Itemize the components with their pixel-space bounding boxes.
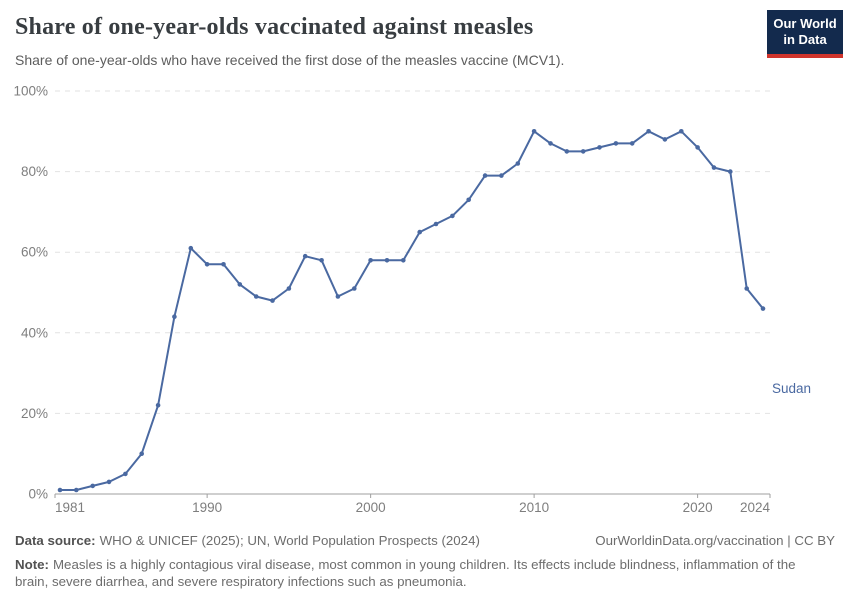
note-value: Measles is a highly contagious viral dis… [15,557,796,589]
x-tick-label: 2020 [683,500,713,515]
data-point [744,286,749,291]
data-point [368,258,373,263]
series-line-sudan[interactable] [59,130,764,491]
x-tick-label: 1990 [192,500,222,515]
data-point [319,258,324,263]
note-label: Note: [15,557,49,572]
data-point [417,229,423,235]
data-point [580,149,586,154]
data-point [466,197,472,203]
data-point [401,258,406,263]
data-point [695,145,700,150]
data-point [57,487,63,493]
data-point [548,141,553,146]
data-point [728,169,733,174]
chart-plot: 0% 20% 40% 60% 80% 100% 1981 1990 2000 2010 2020 20… [13,84,771,515]
series-label-sudan[interactable]: Sudan [772,380,812,396]
y-tick-label: 40% [21,325,48,340]
data-point [90,483,95,489]
data-point [662,137,668,142]
x-tick-label: 2010 [519,500,549,515]
x-tick-label: 2024 [740,500,771,515]
x-tick-label: 1981 [55,500,85,515]
data-point [352,286,357,291]
footer: Data source: WHO & UNICEF (2025); UN, Wor… [15,533,835,548]
data-point [335,294,341,299]
data-point [188,245,194,251]
data-point [531,129,537,134]
data-source-value: WHO & UNICEF (2025); UN, World Populatio… [99,533,480,548]
owid-logo-line2: in Data [783,32,827,48]
data-source-label: Data source: [15,533,96,548]
data-point [139,451,144,457]
data-point [204,262,210,267]
owid-logo-line1: Our World [773,16,837,31]
data-point [597,145,602,150]
y-tick-label: 80% [21,164,48,179]
data-point [646,129,651,134]
data-point [221,262,226,267]
data-point [106,479,112,485]
data-point [679,129,684,134]
data-point [286,286,292,291]
data-source: Data source: WHO & UNICEF (2025); UN, Wor… [15,533,480,548]
data-point [450,213,455,219]
data-point [253,294,259,299]
data-point [172,314,177,319]
footer-link[interactable]: OurWorldinData.org/vaccination | CC BY [595,533,835,548]
owid-logo[interactable]: Our World in Data [767,10,843,58]
data-point [613,141,619,146]
data-point [74,487,79,493]
x-tick-label: 2000 [356,500,386,515]
data-point [499,173,504,178]
data-point [302,253,308,259]
page-title: Share of one-year-olds vaccinated agains… [15,14,534,40]
data-point [270,298,275,303]
data-point [482,173,488,178]
data-point [155,403,161,408]
footer-note: Note: Measles is a highly contagious vira… [15,556,827,590]
data-point [629,141,635,146]
y-tick-label: 100% [13,84,48,99]
chart-subtitle: Share of one-year-olds who have received… [15,52,565,68]
y-tick-label: 0% [28,487,48,502]
y-tick-label: 20% [21,406,48,421]
data-point [564,149,570,154]
data-point [760,306,766,311]
data-point [384,258,390,263]
data-point [123,471,128,477]
chart-area: 0% 20% 40% 60% 80% 100% 1981 1990 2000 2010 2020 20… [0,80,850,530]
data-point [515,161,521,166]
data-point [237,282,243,287]
data-point [433,221,439,227]
data-point [711,165,717,170]
y-tick-label: 60% [21,245,48,260]
